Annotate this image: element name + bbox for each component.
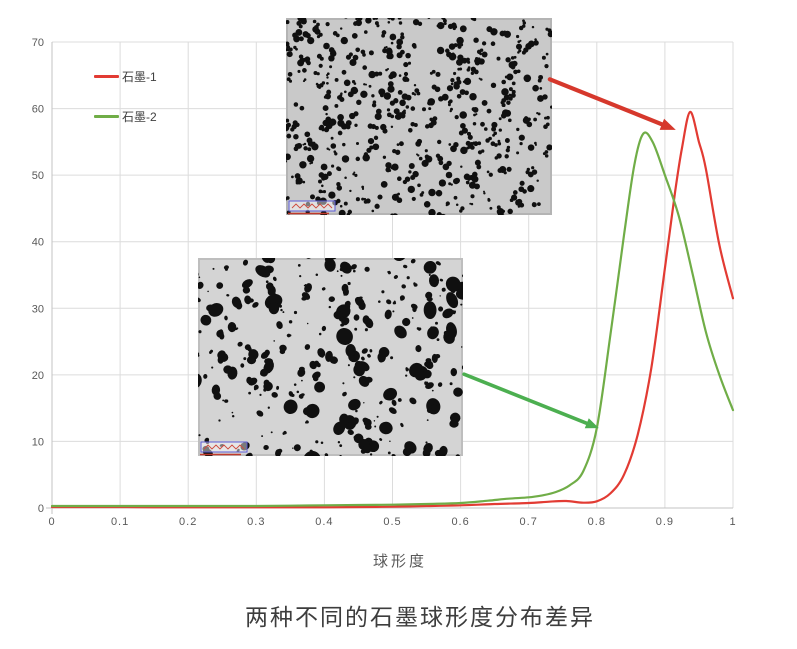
chart-title: 两种不同的石墨球形度分布差异 [245, 604, 595, 630]
scale-bar-frame [200, 441, 248, 453]
legend-label: 石墨-1 [122, 69, 157, 84]
x-tick-label: 0.6 [451, 516, 469, 528]
x-tick-label: 0.5 [383, 516, 401, 528]
legend-swatch-red [94, 74, 119, 78]
x-tick-label: 0.2 [179, 516, 197, 528]
micrograph-graphite-1 [286, 18, 552, 215]
arrow-shaft [462, 372, 591, 426]
legend-swatch-green [94, 114, 119, 118]
graphite-particles [286, 18, 552, 215]
y-tick-label: 10 [32, 436, 44, 448]
legend-item-graphite-1: 石墨-1 [94, 69, 157, 84]
x-tick-label: 1 [729, 516, 736, 528]
x-tick-label: 0.8 [588, 516, 606, 528]
y-tick-label: 60 [32, 104, 44, 116]
arrow-shaft [547, 77, 666, 128]
x-axis-title: 球形度 [372, 553, 427, 570]
y-axis-tick-labels: 0 10 20 30 40 50 60 70 [32, 37, 44, 515]
x-tick-label: 0.9 [656, 516, 674, 528]
y-tick-label: 30 [32, 303, 44, 315]
scale-bar [200, 441, 248, 456]
y-tick-label: 50 [32, 170, 44, 182]
x-tick-label: 0 [48, 516, 55, 528]
arrow-head [584, 418, 599, 429]
annotation-arrows [462, 77, 676, 429]
x-tick-label: 0.3 [247, 516, 265, 528]
micrograph-graphite-2 [198, 258, 463, 456]
legend-label: 石墨-2 [122, 109, 157, 124]
x-tick-label: 0.1 [111, 516, 129, 528]
scale-bar [288, 200, 336, 215]
x-tick-label: 0.7 [520, 516, 538, 528]
legend: 石墨-1 石墨-2 [94, 69, 157, 149]
arrow-head [659, 118, 676, 130]
legend-item-graphite-2: 石墨-2 [94, 109, 157, 124]
micrograph-insets [198, 18, 552, 456]
scale-bar-markings [203, 444, 245, 450]
graphite-particles [198, 258, 463, 456]
y-tick-label: 70 [32, 37, 44, 49]
scale-bar-markings [291, 203, 333, 209]
red-arrow-icon [547, 77, 676, 130]
scale-bar-frame [288, 200, 336, 212]
photo-edge [198, 258, 463, 456]
series-graphite-1-curve [50, 110, 735, 509]
y-tick-label: 40 [32, 237, 44, 249]
photo-edge [286, 18, 552, 215]
series-graphite-2-curve [50, 131, 735, 508]
x-tick-label: 0.4 [315, 516, 333, 528]
x-axis-tick-labels: 0 0.1 0.2 0.3 0.4 0.5 0.6 0.7 0.8 0.9 1 [48, 516, 736, 528]
y-tick-label: 0 [38, 503, 44, 515]
green-arrow-icon [462, 372, 599, 429]
y-tick-label: 20 [32, 370, 44, 382]
